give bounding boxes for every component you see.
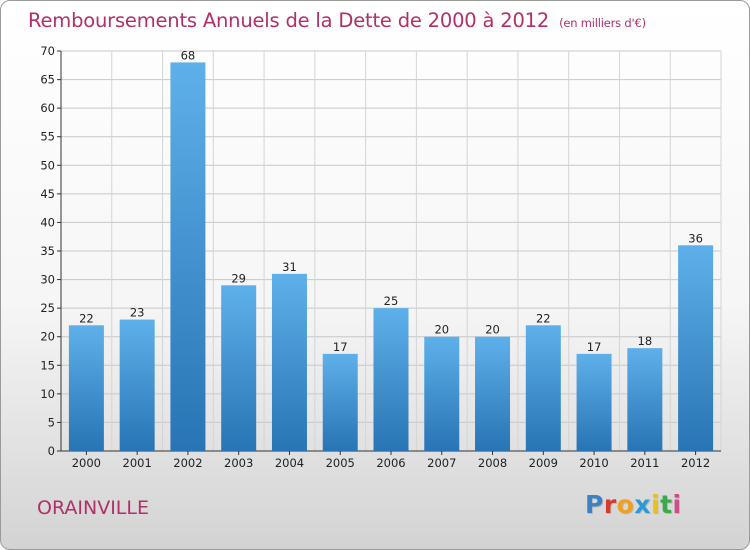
y-tick-label: 35 [40,244,55,258]
value-label-2006: 25 [384,294,399,308]
commune-name: ORAINVILLE [37,497,149,519]
y-tick-label: 55 [40,130,55,144]
bar-2012 [678,245,714,451]
y-tick-label: 45 [40,187,55,201]
chart-title-text: Remboursements Annuels de la Dette de 20… [28,9,550,32]
value-label-2004: 31 [282,260,297,274]
y-tick-label: 0 [48,444,55,458]
value-label-2005: 17 [333,340,348,354]
y-tick-label: 65 [40,73,55,87]
value-label-2012: 36 [688,231,703,245]
bars [68,62,714,452]
value-label-2003: 29 [231,271,246,285]
labels: 22 2000 23 2001 68 2002 29 2003 31 2004 17 2005 25 20… [72,48,711,470]
bar-2004 [271,273,307,451]
y-tick-label: 40 [40,215,55,229]
value-label-2002: 68 [181,48,196,62]
bar-2009 [525,325,561,451]
x-tick-label-2005: 2005 [326,456,355,470]
y-tick-label: 70 [40,44,55,58]
bar-2000 [68,325,104,451]
value-label-2008: 20 [485,323,500,337]
x-tick-label-2012: 2012 [681,456,710,470]
x-tick-label-2003: 2003 [224,456,253,470]
x-tick-label-2010: 2010 [579,456,608,470]
x-tick-label-2011: 2011 [630,456,659,470]
x-tick-label-2001: 2001 [123,456,152,470]
y-tick-label: 10 [40,387,55,401]
y-tick-label: 25 [40,301,55,315]
bar-2007 [424,336,460,451]
x-tick-label-2006: 2006 [376,456,405,470]
bar-2005 [322,353,358,451]
x-tick-label-2009: 2009 [529,456,558,470]
proxiti-logo: Proxiti [585,490,682,519]
x-tick-label-2002: 2002 [173,456,202,470]
bar-2006 [373,308,409,451]
bar-2001 [119,319,155,451]
value-label-2009: 22 [536,311,551,325]
bar-2008 [475,336,511,451]
x-tick-label-2004: 2004 [275,456,304,470]
y-tick-label: 30 [40,273,55,287]
y-tick-label: 15 [40,358,55,372]
bar-2011 [627,348,663,451]
value-label-2007: 20 [434,323,449,337]
chart-unit-label: (en milliers d'€) [559,16,646,30]
value-label-2011: 18 [638,334,653,348]
y-tick-label: 5 [48,415,55,429]
x-tick-label-2007: 2007 [427,456,456,470]
chart-title: Remboursements Annuels de la Dette de 20… [28,9,646,32]
bar-2010 [576,353,612,451]
bar-2003 [221,285,257,451]
x-tick-label-2000: 2000 [72,456,101,470]
y-tick-label: 50 [40,158,55,172]
y-tick-label: 60 [40,101,55,115]
y-tick-label: 20 [40,330,55,344]
value-label-2000: 22 [79,311,94,325]
x-tick-label-2008: 2008 [478,456,507,470]
value-label-2001: 23 [130,306,145,320]
value-label-2010: 17 [587,340,602,354]
bar-2002 [170,62,206,452]
